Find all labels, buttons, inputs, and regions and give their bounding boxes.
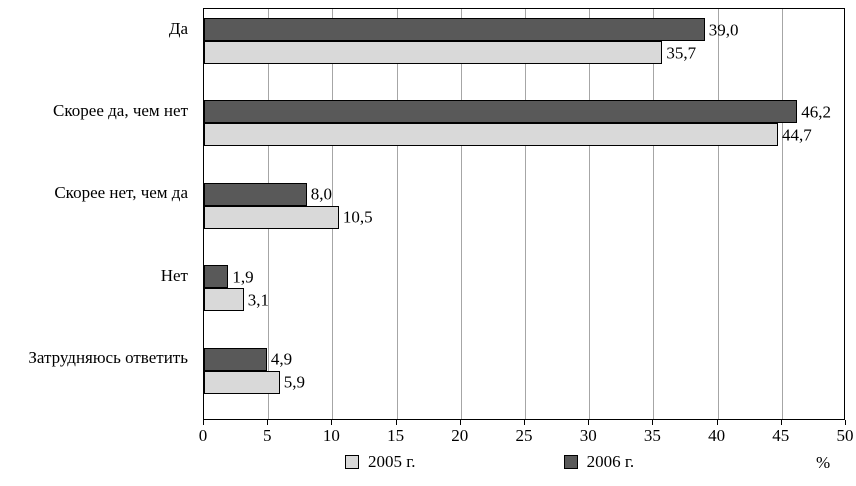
legend-item: 2006 г. bbox=[563, 452, 635, 472]
x-tick-label: 45 bbox=[772, 426, 790, 445]
gridline bbox=[460, 9, 462, 419]
legend-label: 2006 г. bbox=[586, 452, 635, 471]
category-label: Да bbox=[168, 18, 188, 38]
x-axis-tickmark bbox=[588, 420, 590, 425]
bar-value-label: 46,2 bbox=[801, 102, 831, 122]
bar-2006: 8,0 bbox=[204, 182, 332, 206]
bar-value-label: 3,1 bbox=[247, 290, 270, 310]
gridline bbox=[589, 9, 591, 419]
x-axis-unit-label: % bbox=[816, 453, 831, 472]
gridline bbox=[717, 9, 719, 419]
legend-item: 2005 г. bbox=[345, 452, 416, 472]
x-tick-label: 25 bbox=[515, 426, 533, 445]
bar-value-label: 44,7 bbox=[781, 125, 812, 145]
gridline bbox=[396, 9, 398, 419]
x-axis-tickmark bbox=[845, 420, 846, 425]
x-tick-label: 5 bbox=[262, 426, 272, 445]
bar-value-label: 1,9 bbox=[232, 267, 254, 287]
x-tick-label: 50 bbox=[836, 426, 854, 445]
x-axis-tickmark bbox=[716, 420, 718, 425]
x-tick-label: 0 bbox=[198, 426, 208, 445]
x-tick-label: 15 bbox=[387, 426, 405, 445]
x-tick-label: 20 bbox=[451, 426, 469, 445]
category-label: Скорее да, чем нет bbox=[53, 100, 188, 120]
legend: 2005 г. 2006 г. bbox=[345, 452, 634, 472]
category-label: Затрудняюсь ответить bbox=[28, 348, 188, 368]
gridline bbox=[525, 9, 526, 419]
x-tick-label: 35 bbox=[643, 426, 661, 445]
bar-value-label: 8,0 bbox=[310, 184, 332, 204]
bar-value-label: 35,7 bbox=[666, 43, 697, 62]
bar-2006: 39,0 bbox=[204, 18, 739, 41]
x-tick-label: 30 bbox=[579, 426, 597, 445]
bar-2005: 35,7 bbox=[204, 41, 696, 64]
bar-2005: 44,7 bbox=[204, 123, 812, 147]
x-axis-tickmark bbox=[524, 420, 525, 425]
x-axis-tickmark bbox=[203, 420, 204, 425]
bar-2006: 4,9 bbox=[204, 347, 292, 371]
legend-swatch-2005 bbox=[345, 455, 359, 469]
bar-value-label: 39,0 bbox=[708, 20, 739, 39]
x-axis-tickmark bbox=[780, 420, 782, 425]
bar-2005: 5,9 bbox=[204, 370, 305, 394]
x-axis-tickmark bbox=[267, 420, 269, 425]
x-tick-label: 40 bbox=[708, 426, 726, 445]
x-tick-label: 10 bbox=[322, 426, 340, 445]
bar-value-label: 10,5 bbox=[342, 207, 373, 227]
legend-label: 2005 г. bbox=[368, 452, 416, 471]
bar-2006: 46,2 bbox=[204, 100, 831, 124]
x-axis-tickmark bbox=[395, 420, 397, 425]
bar-2005: 10,5 bbox=[204, 205, 373, 229]
legend-swatch-2006 bbox=[563, 455, 578, 469]
gridline bbox=[653, 9, 655, 419]
plot-area: 39,0 35,7 46,2 44,7 8,0 10,5 1,9 3,1 4,9 5,9 bbox=[203, 8, 845, 420]
gridline bbox=[781, 9, 783, 419]
bar-2005: 3,1 bbox=[204, 288, 269, 312]
bar-2006: 1,9 bbox=[204, 265, 254, 289]
category-label: Скорее нет, чем да bbox=[54, 183, 188, 203]
bar-value-label: 4,9 bbox=[270, 349, 293, 369]
x-axis-tickmark bbox=[331, 420, 333, 425]
x-axis-tickmark bbox=[652, 420, 654, 425]
category-label: Нет bbox=[160, 265, 188, 285]
bar-value-label: 5,9 bbox=[283, 372, 305, 392]
y-axis-labels: Да Скорее да, чем нет Скорее нет, чем да Не… bbox=[0, 8, 196, 420]
x-axis-tickmark bbox=[459, 420, 461, 425]
x-axis-tickmarks bbox=[203, 420, 847, 426]
x-axis-tick-labels: 0 5 10 15 20 25 30 35 40 45 50 bbox=[199, 426, 854, 447]
